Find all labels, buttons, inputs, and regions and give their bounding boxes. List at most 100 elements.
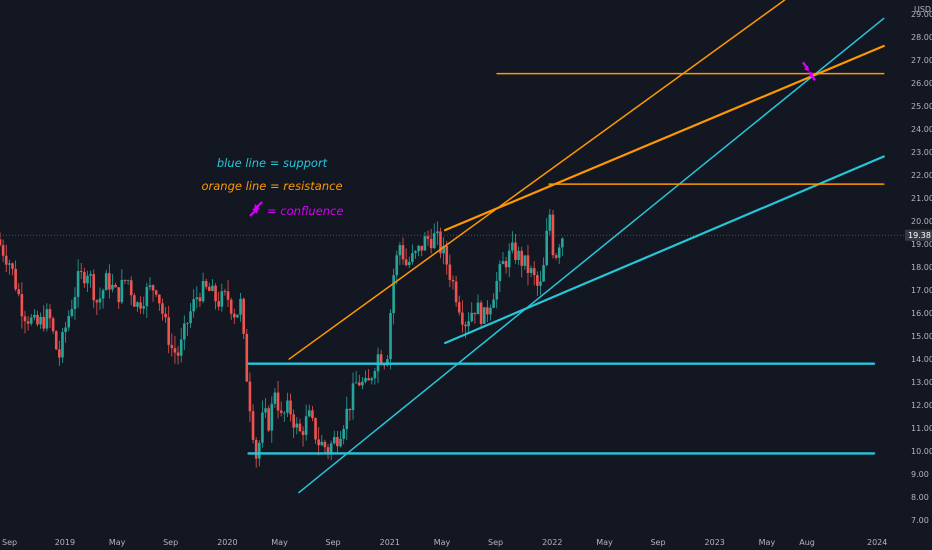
candle-body [429, 238, 433, 249]
candle-body [554, 255, 558, 258]
candle-body [108, 273, 111, 290]
y-tick-label: 28.00 [911, 33, 932, 42]
candle-body [529, 268, 533, 273]
y-tick-label: 17.00 [911, 286, 932, 295]
candle-body [301, 431, 305, 435]
candle-body [464, 324, 467, 327]
candle-body [439, 231, 442, 254]
candle-body [95, 300, 99, 303]
candle-body [386, 359, 389, 366]
candle-body [454, 281, 458, 303]
candle-body [367, 378, 370, 381]
confluence-legend-icon [249, 201, 263, 217]
candle-body [0, 239, 2, 246]
x-tick-label: 2020 [217, 538, 237, 547]
y-tick-label: 18.00 [911, 263, 932, 272]
candle-body [76, 271, 80, 297]
candle-body [170, 344, 174, 349]
candle-body [364, 378, 367, 382]
annotation-legend: blue line = support orange line = resist… [201, 156, 343, 218]
candle-body [89, 274, 92, 276]
candle-body [8, 263, 11, 265]
x-axis[interactable]: Sep 2019 May Sep 2020 May Sep 2021 May Sep 2022 May… [0, 534, 932, 550]
candle-body [504, 261, 508, 268]
candle-body [258, 442, 261, 459]
x-axis-ticks: Sep 2019 May Sep 2020 May Sep 2021 May Sep 2022 May… [2, 538, 887, 547]
x-tick-label: 2023 [705, 538, 725, 547]
candle-body [142, 306, 146, 309]
candle-body [292, 414, 295, 428]
candle-body [323, 441, 327, 448]
confluence-arrowhead-upper [804, 65, 810, 72]
candle-body [445, 245, 449, 265]
candle-body [492, 299, 495, 308]
candle-body [392, 275, 395, 314]
y-tick-label: 20.00 [911, 217, 932, 226]
candle-body [536, 275, 539, 286]
y-tick-label: 13.00 [911, 378, 932, 387]
candle-body [414, 251, 417, 254]
candle-body [448, 264, 452, 280]
candle-body [557, 247, 561, 258]
candle-body [345, 408, 349, 429]
candle-body [442, 245, 445, 254]
candle-body [273, 392, 277, 404]
x-tick-label: Sep [650, 538, 665, 547]
candle-body [404, 259, 408, 266]
candle-body [11, 263, 14, 269]
candle-body [223, 291, 227, 292]
candle-body [48, 309, 52, 319]
candle-body [498, 264, 502, 281]
candle-body [407, 261, 411, 266]
candle-body [239, 298, 242, 315]
candle-body [39, 316, 42, 325]
candle-body [473, 312, 477, 315]
candle-body [61, 332, 64, 358]
candle-body [161, 303, 164, 314]
candle-body [101, 290, 105, 299]
y-tick-label: 15.00 [911, 332, 932, 341]
candle-body [461, 312, 464, 325]
x-tick-label: May [759, 538, 776, 547]
candle-body [83, 271, 86, 284]
candle-body [320, 441, 324, 446]
candle-body [58, 349, 61, 358]
candle-body [336, 437, 339, 447]
candle-body [539, 281, 542, 286]
candle-body [270, 403, 274, 431]
candle-body [133, 295, 136, 307]
candle-body [314, 417, 317, 440]
x-tick-label: Sep [2, 538, 17, 547]
currency-label: USD [914, 5, 931, 14]
candle-body [495, 280, 499, 300]
candle-body [98, 298, 102, 303]
candle-body [264, 408, 267, 413]
candle-body [317, 439, 320, 446]
candle-body [545, 230, 549, 266]
candle-body [370, 378, 374, 381]
y-axis[interactable]: 7.00 8.00 9.00 10.00 11.00 12.00 13.00 14.00 15.… [904, 0, 932, 550]
candle-body [332, 437, 336, 444]
candle-body [126, 280, 130, 282]
last-price-value: 19.38 [908, 231, 931, 240]
candle-body [261, 412, 264, 443]
candle-body [401, 245, 405, 260]
candle-body [195, 297, 199, 300]
candle-body [548, 214, 552, 231]
candle-body [151, 285, 155, 291]
candle-body [357, 382, 361, 386]
candle-body [351, 383, 355, 411]
y-axis-background [904, 0, 932, 550]
candle-body [479, 302, 483, 324]
candle-body [395, 255, 399, 276]
x-tick-label: May [596, 538, 613, 547]
candle-body [104, 273, 108, 291]
y-tick-label: 25.00 [911, 102, 932, 111]
candle-body [45, 309, 49, 329]
candle-body [354, 382, 358, 384]
candle-body [26, 321, 30, 324]
candle-body [189, 311, 192, 324]
candle-body [436, 231, 439, 234]
candle-body [92, 274, 96, 301]
